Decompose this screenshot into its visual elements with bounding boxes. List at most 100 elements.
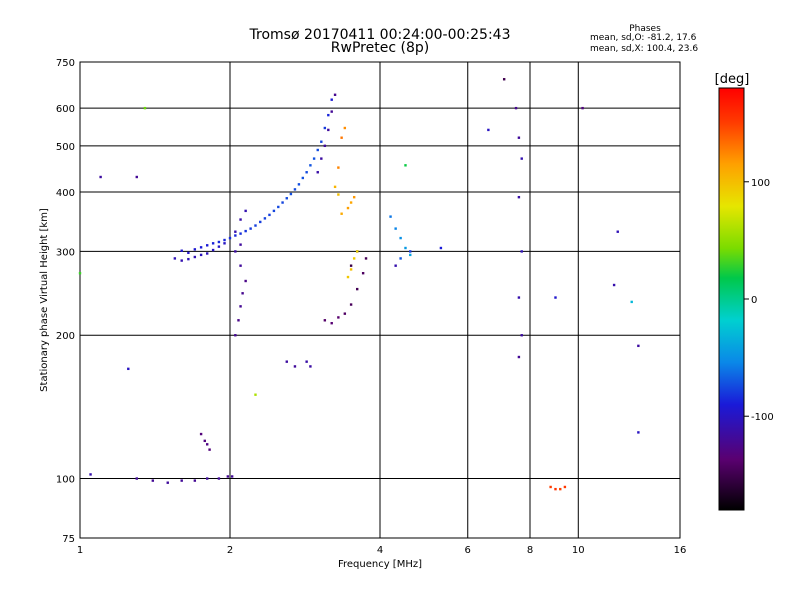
data-point bbox=[199, 246, 203, 249]
data-point bbox=[333, 185, 337, 189]
phase-x-stats: mean, sd,X: 100.4, 23.6 bbox=[590, 44, 699, 54]
x-tick-label: 2 bbox=[227, 545, 233, 556]
data-point bbox=[327, 128, 330, 132]
data-points bbox=[78, 78, 640, 491]
data-point bbox=[297, 183, 301, 186]
chart-subtitle: RwPretec (8p) bbox=[330, 40, 430, 56]
colorbar-ticks: 100 0 -100 bbox=[744, 178, 774, 423]
data-point bbox=[340, 136, 343, 139]
data-point bbox=[263, 217, 267, 220]
data-point bbox=[199, 253, 203, 257]
data-point bbox=[217, 477, 221, 480]
data-point bbox=[223, 238, 226, 242]
data-point bbox=[361, 272, 365, 275]
data-point bbox=[277, 205, 280, 209]
data-point bbox=[99, 175, 102, 179]
data-point bbox=[349, 268, 353, 271]
data-point bbox=[211, 248, 215, 252]
data-point bbox=[217, 245, 221, 248]
data-point bbox=[239, 243, 242, 246]
grid-lines bbox=[80, 62, 680, 538]
data-point bbox=[355, 250, 359, 253]
data-point bbox=[272, 209, 276, 213]
data-point bbox=[517, 195, 521, 199]
data-point bbox=[305, 360, 308, 363]
data-point bbox=[355, 287, 359, 291]
data-point bbox=[517, 355, 521, 359]
data-point bbox=[226, 475, 230, 478]
colorbar-tick-label: -100 bbox=[751, 412, 774, 423]
data-point bbox=[239, 305, 242, 308]
data-point bbox=[281, 201, 284, 204]
data-point bbox=[223, 242, 226, 245]
data-point bbox=[135, 477, 138, 480]
data-point bbox=[389, 215, 392, 218]
data-point bbox=[180, 249, 183, 252]
x-tick-label: 8 bbox=[527, 545, 533, 556]
y-tick-label: 600 bbox=[56, 104, 75, 115]
x-tick-label: 16 bbox=[674, 545, 687, 556]
data-point bbox=[517, 136, 521, 139]
y-tick-label: 500 bbox=[56, 142, 75, 153]
data-point bbox=[173, 257, 177, 260]
data-point bbox=[316, 171, 319, 174]
data-point bbox=[559, 487, 562, 491]
data-point bbox=[364, 257, 368, 260]
data-point bbox=[89, 473, 92, 476]
data-point bbox=[520, 250, 523, 253]
data-point bbox=[193, 248, 197, 251]
data-point bbox=[230, 475, 234, 478]
data-point bbox=[394, 264, 397, 267]
colorbar-tick-label: 0 bbox=[751, 295, 757, 306]
data-point bbox=[180, 479, 183, 482]
data-point bbox=[127, 367, 130, 371]
data-point bbox=[517, 296, 521, 299]
data-point bbox=[330, 321, 333, 325]
data-point bbox=[166, 481, 169, 484]
data-point bbox=[135, 175, 138, 179]
data-point bbox=[333, 93, 337, 96]
colorbar-label: [deg] bbox=[715, 72, 750, 87]
x-tick-labels: 1 2 4 6 8 10 16 bbox=[77, 545, 687, 556]
data-point bbox=[349, 303, 353, 306]
data-point bbox=[337, 316, 340, 319]
data-point bbox=[320, 140, 323, 143]
y-tick-label: 300 bbox=[56, 247, 75, 258]
data-point bbox=[254, 393, 257, 396]
data-point bbox=[514, 106, 518, 110]
y-tick-label: 200 bbox=[56, 331, 75, 342]
data-point bbox=[239, 232, 242, 235]
data-point bbox=[349, 264, 353, 267]
data-point bbox=[349, 201, 353, 204]
data-point bbox=[330, 110, 333, 113]
x-tick-label: 1 bbox=[77, 545, 83, 556]
data-point bbox=[502, 78, 506, 81]
data-point bbox=[285, 197, 288, 200]
data-point bbox=[323, 144, 327, 148]
y-tick-label: 400 bbox=[56, 188, 75, 199]
data-point bbox=[320, 157, 323, 160]
data-point bbox=[187, 251, 190, 255]
data-point bbox=[289, 192, 293, 196]
data-point bbox=[78, 272, 82, 275]
data-point bbox=[203, 439, 206, 443]
y-tick-label: 750 bbox=[56, 58, 75, 69]
data-point bbox=[520, 157, 523, 160]
data-point bbox=[343, 312, 347, 315]
data-point bbox=[244, 279, 247, 283]
data-point bbox=[330, 98, 333, 101]
data-point bbox=[346, 206, 350, 210]
data-point bbox=[268, 213, 271, 217]
data-point bbox=[581, 106, 584, 110]
data-point bbox=[239, 264, 242, 267]
phases-heading: Phases bbox=[629, 24, 661, 34]
data-point bbox=[323, 126, 327, 130]
data-point bbox=[208, 448, 211, 451]
data-point bbox=[143, 106, 147, 110]
x-axis-label: Frequency [MHz] bbox=[338, 559, 422, 570]
data-point bbox=[439, 246, 443, 250]
data-point bbox=[394, 227, 397, 230]
data-point bbox=[612, 283, 616, 287]
data-point bbox=[234, 234, 237, 237]
